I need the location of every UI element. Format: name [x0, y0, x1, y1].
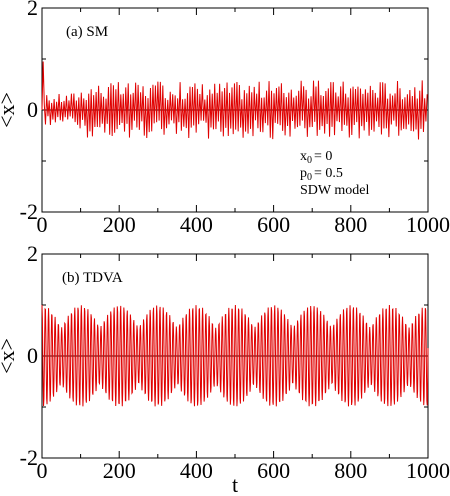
- panel-b: 0 200 400 600 800 1000-202 (b) TDVA <x> t: [0, 241, 450, 496]
- y-tick-label: 0: [27, 97, 38, 122]
- x-tick-label: 0: [37, 458, 48, 483]
- x-tick-label: 200: [103, 212, 136, 237]
- series-line-a: [41, 61, 428, 140]
- x-tick-label: 600: [257, 212, 290, 237]
- x-tick-label: 600: [257, 458, 290, 483]
- y-tick-label: 0: [27, 343, 38, 368]
- x-tick-label: 800: [334, 212, 367, 237]
- x-tick-label: 1000: [406, 458, 450, 483]
- x-tick-label: 1000: [406, 212, 450, 237]
- y-tick-label: 2: [27, 0, 38, 20]
- ticks-a: 0 200 400 600 800 1000-202: [20, 0, 450, 237]
- panel-label-a: (a) SM: [66, 24, 108, 40]
- panel-label-b: (b) TDVA: [62, 270, 123, 286]
- x-tick-label: 400: [180, 458, 213, 483]
- x-tick-label: 400: [180, 212, 213, 237]
- y-axis-label-b: <x>: [0, 338, 19, 374]
- x-axis-label-b: t: [232, 472, 238, 496]
- y-axis-label-a: <x>: [0, 92, 19, 128]
- annotation-p0: p0 = 0.5: [300, 166, 343, 183]
- ticks-b: 0 200 400 600 800 1000-202: [20, 241, 450, 483]
- y-tick-label: 2: [27, 241, 38, 266]
- x-tick-label: 0: [37, 212, 48, 237]
- series-line-b: [41, 304, 429, 407]
- annotation-x0: x0 = 0: [300, 149, 332, 166]
- panel-a: 0 200 400 600 800 1000-202 (a) SM <x> x0 = 0 p…: [0, 0, 450, 237]
- y-tick-label: -2: [20, 199, 38, 224]
- x-tick-label: 200: [103, 458, 136, 483]
- y-tick-label: -2: [20, 445, 38, 470]
- annotation-model: SDW model: [300, 183, 369, 198]
- x-tick-label: 800: [334, 458, 367, 483]
